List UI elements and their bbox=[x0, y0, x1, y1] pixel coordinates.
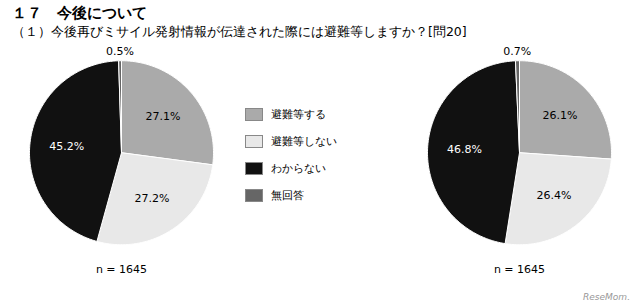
html-text:ReseMom.: ReseMom. bbox=[583, 292, 630, 302]
svg-text:45.2%: 45.2% bbox=[49, 140, 84, 153]
html-text:１７ 今後について: １７ 今後について bbox=[12, 4, 147, 22]
svg-text:n = 1645: n = 1645 bbox=[96, 263, 147, 276]
svg-text:27.1%: 27.1% bbox=[146, 110, 181, 123]
svg-text:46.8%: 46.8% bbox=[447, 143, 482, 156]
svg-text:0.5%: 0.5% bbox=[106, 45, 134, 58]
html-text:避難等する: 避難等する bbox=[271, 108, 326, 121]
svg-text:27.2%: 27.2% bbox=[134, 192, 169, 205]
html-text:（１）今後再びミサイル発射情報が伝達された際には避難等します: （１）今後再びミサイル発射情報が伝達された際には避難等しますか？[問20] bbox=[12, 24, 467, 39]
svg-text:26.4%: 26.4% bbox=[536, 189, 571, 202]
html-text:無回答: 無回答 bbox=[271, 189, 304, 202]
html-text:避難等しない: 避難等しない bbox=[271, 135, 337, 148]
svg-text:26.1%: 26.1% bbox=[542, 109, 577, 122]
svg-text:n = 1645: n = 1645 bbox=[494, 263, 545, 276]
svg-text:0.7%: 0.7% bbox=[503, 45, 531, 58]
html-text:わからない: わからない bbox=[271, 162, 326, 175]
